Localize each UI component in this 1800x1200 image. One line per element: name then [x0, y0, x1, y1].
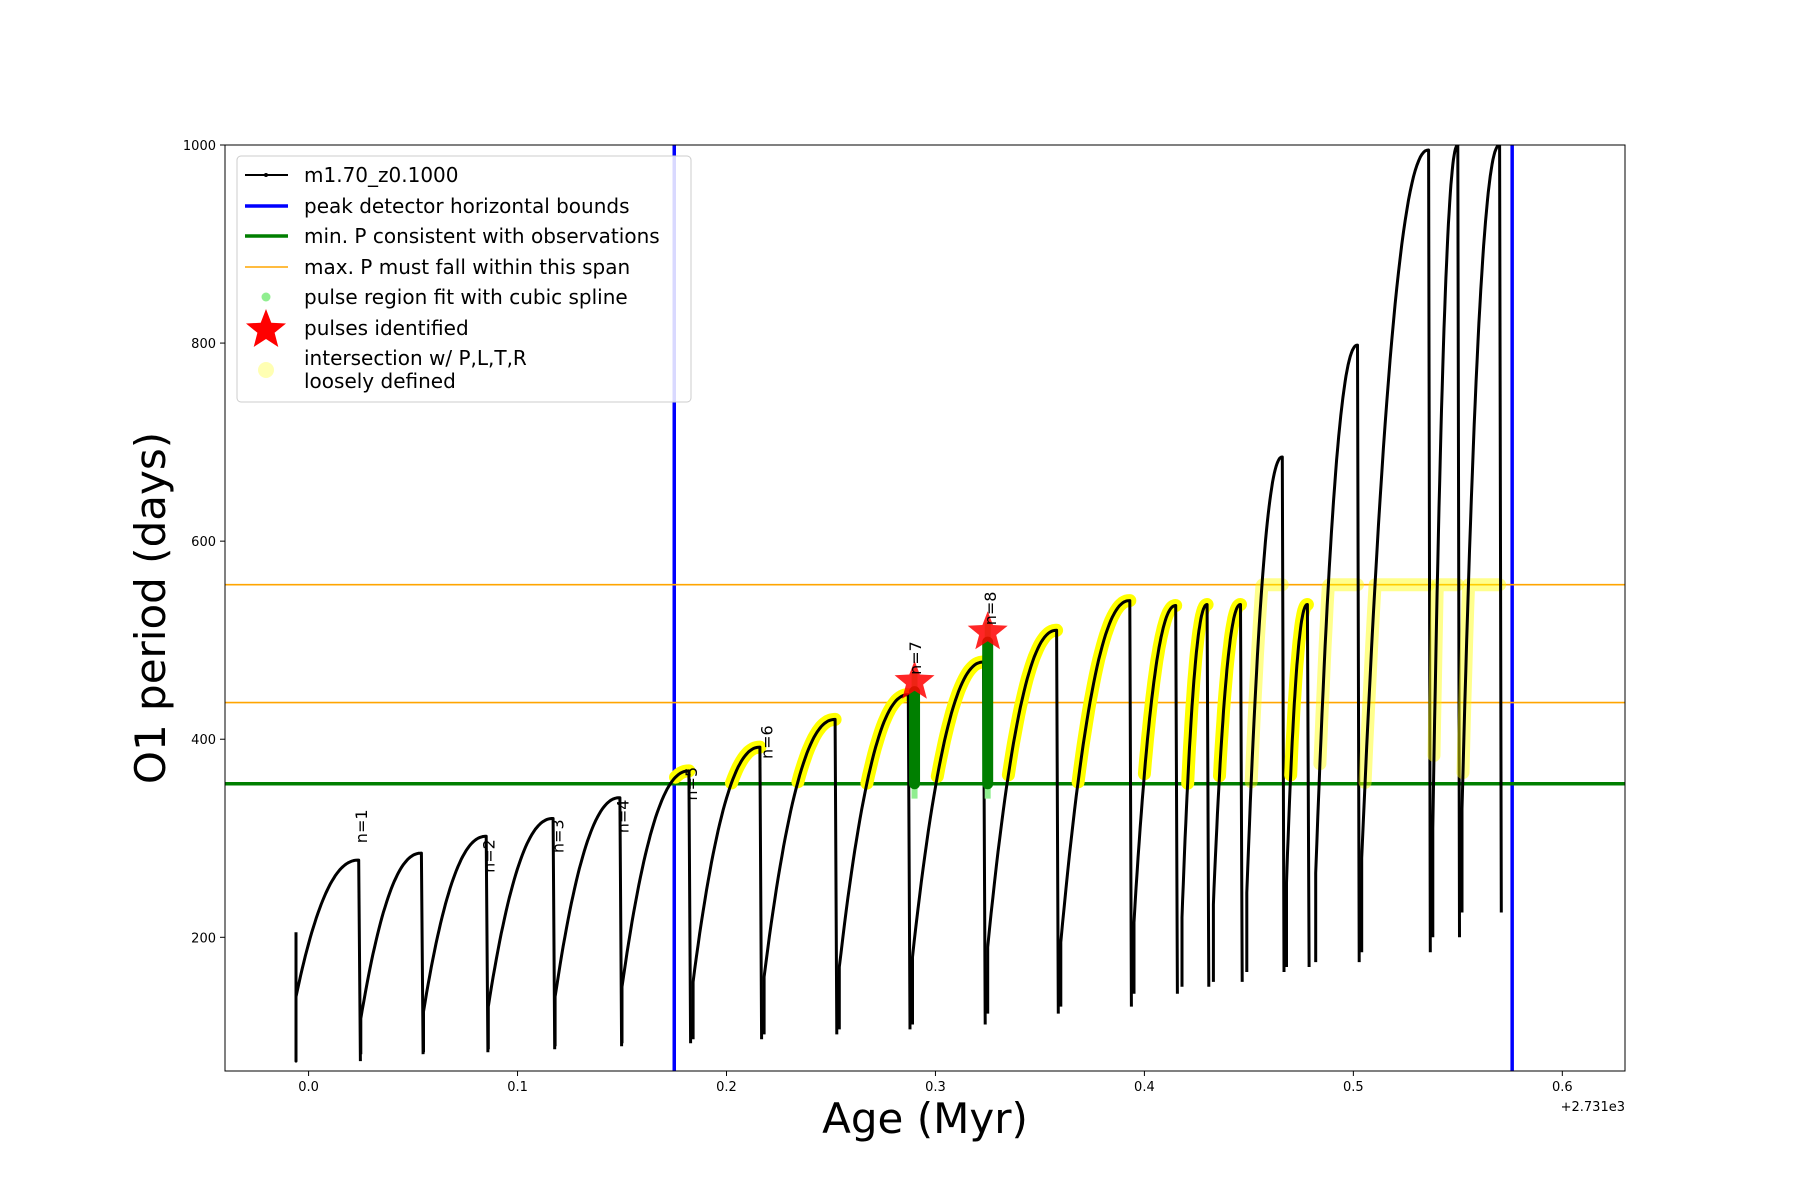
model-track-segment	[1245, 455, 1286, 973]
model-track-segment	[1460, 145, 1503, 913]
legend-handle-dot	[258, 362, 274, 378]
pulse-number-label: n=8	[981, 592, 1000, 626]
model-track-segment	[911, 660, 987, 1025]
pulse-number-label: n=4	[613, 800, 632, 834]
x-tick-label: 0.3	[925, 1080, 946, 1095]
legend-handle-dot	[264, 173, 268, 177]
y-tick-label: 1000	[183, 139, 216, 154]
model-track-segment	[294, 858, 362, 1063]
model-track-segment	[1132, 604, 1179, 994]
annotations: n=1 n=2 n=3 n=4 n=5 n=6 n=7 n=8	[352, 592, 1000, 873]
legend-label: pulses identified	[304, 316, 469, 340]
x-axis-label: Age (Myr)	[822, 1094, 1028, 1143]
legend-label: max. P must fall within this span	[304, 255, 630, 279]
legend-label: pulse region fit with cubic spline	[304, 285, 628, 309]
model-track-segment	[691, 745, 764, 1040]
pulse-number-label: n=7	[906, 641, 925, 675]
legend-label: loosely defined	[304, 369, 456, 393]
y-tick-label: 600	[191, 535, 216, 550]
pulse-star	[967, 611, 1008, 650]
x-tick-label: 0.0	[298, 1080, 319, 1095]
pulse-number-label: n=6	[758, 725, 777, 759]
x-tick-label: 0.1	[507, 1080, 528, 1095]
y-axis-label: O1 period (days)	[126, 432, 175, 784]
legend-box	[236, 155, 692, 403]
model-track-segment	[1285, 603, 1311, 968]
model-track-segment	[422, 834, 490, 1053]
model-track-segment	[1431, 145, 1461, 938]
model-track-segment	[1360, 148, 1432, 953]
model-track-segment	[486, 817, 557, 1050]
legend-label: peak detector horizontal bounds	[304, 194, 630, 218]
x-axis-offset-label: +2.731e3	[1561, 1100, 1625, 1115]
plot-content	[225, 145, 1625, 1071]
x-tick-label: 0.4	[1134, 1080, 1155, 1095]
model-track-segment	[762, 717, 839, 1035]
model-track-segment	[620, 769, 693, 1044]
legend-handle-star	[246, 309, 286, 347]
model-track-segment	[986, 628, 1060, 1014]
x-tick-label: 0.6	[1552, 1080, 1573, 1095]
model-track-segment	[1059, 599, 1133, 1007]
pulse-star	[894, 660, 935, 699]
model-track-segment	[1314, 343, 1361, 963]
x-tick-label: 0.5	[1343, 1080, 1364, 1095]
y-tick-label: 800	[191, 337, 216, 352]
pulse-number-label: n=1	[352, 809, 371, 843]
legend-handle-dot	[261, 292, 271, 302]
legend-label: min. P consistent with observations	[304, 224, 660, 248]
plot-frame	[224, 144, 1626, 1072]
y-tick-label: 400	[191, 733, 216, 748]
model-track-segment	[837, 693, 912, 1030]
model-track-segment	[1180, 603, 1211, 987]
model-track-segment	[1211, 603, 1244, 982]
plot-area	[225, 145, 1625, 1071]
x-tick-label: 0.2	[716, 1080, 737, 1095]
legend-label: intersection w/ P,L,T,R	[304, 346, 527, 370]
pulse-number-label: n=5	[682, 767, 701, 801]
pulse-number-label: n=2	[480, 839, 499, 873]
model-track-segment	[359, 851, 425, 1055]
legend-label: m1.70_z0.1000	[304, 163, 459, 187]
axes: 0.0 0.1 0.2 0.3 0.4 0.5 0.6 200 400 600 800 1000	[183, 139, 1573, 1095]
model-track-segment	[553, 796, 624, 1047]
pulse-number-label: n=3	[549, 819, 568, 853]
y-tick-label: 200	[191, 931, 216, 946]
